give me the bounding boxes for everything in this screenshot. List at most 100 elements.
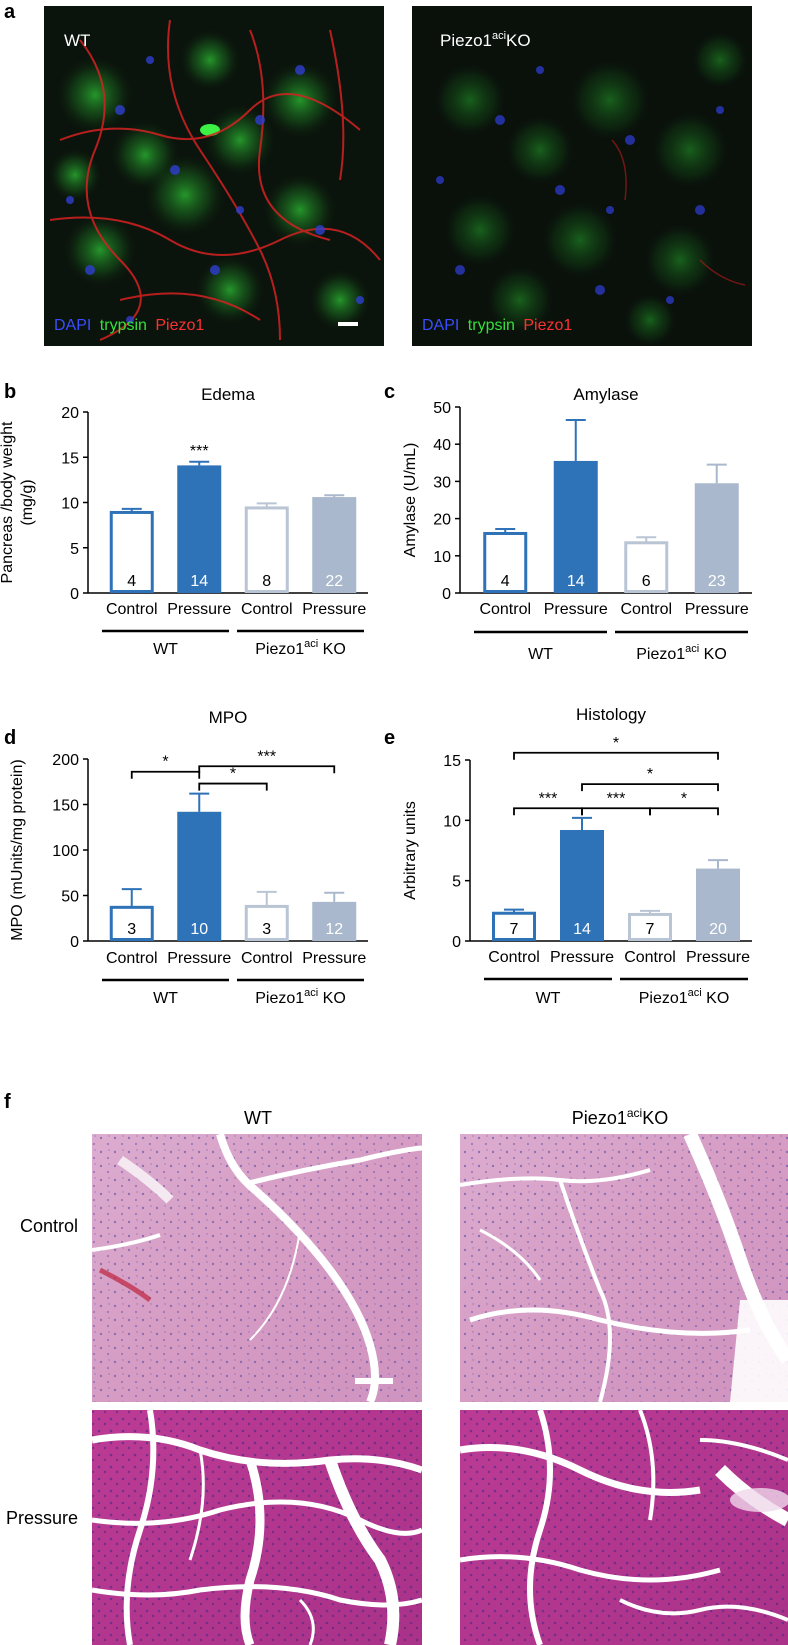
micrograph-label-wt: WT [64,31,90,50]
significance-label: *** [190,443,209,460]
y-tick-label: 15 [61,450,79,467]
y-tick-label: 5 [70,541,79,558]
n-label: 7 [510,921,519,938]
y-tick-label: 10 [61,496,79,513]
significance-label: * [681,790,687,807]
bar [244,904,289,941]
y-tick-label: 100 [52,843,79,860]
significance-bracket [513,751,719,760]
y-tick-label: 50 [433,400,451,417]
x-tick-label: Control [620,601,672,618]
y-axis-label: MPO (mUnits/mg protein) [9,759,26,940]
histology-row-pressure: Pressure [6,1508,78,1528]
y-tick-label: 0 [452,934,461,951]
chart-histology: Histology Arbitrary units 0 5 10 15 7 Control 14… [402,705,752,1007]
significance-bracket [581,783,719,792]
significance-label: * [162,754,168,771]
y-tick-label: 200 [52,752,79,769]
y-tick-label: 10 [433,549,451,566]
histology-col-wt: WT [244,1108,272,1128]
significance-label: *** [607,790,626,807]
bar [312,497,357,593]
x-tick-label: Control [241,950,293,967]
stain-trypsin: trypsin [100,317,147,334]
bar [177,811,222,941]
histology-wt-pressure [91,1409,424,1645]
y-tick-label: 20 [61,405,79,422]
panel-letter-b: b [4,381,16,403]
significance-bracket [198,765,336,774]
n-label: 14 [567,573,585,590]
significance-bracket [198,782,268,791]
significance-bracket [130,770,201,779]
chart-edema: Edema Pancreas /body weight (mg/g) 0 5 10 15 20… [0,385,368,658]
stain-trypsin: trypsin [468,317,515,334]
scale-bar [338,322,358,326]
y-axis-label: Amylase (U/mL) [402,443,419,558]
bar [553,460,598,593]
membrane-stain-wt [49,19,381,341]
y-axis-label: Arbitrary units [402,801,419,900]
n-label: 4 [501,573,510,590]
group-label: Piezo1aci KO [255,638,346,658]
histology-wt-control [91,1132,423,1404]
panel-letter-e: e [384,727,395,749]
significance-bracket [649,807,719,816]
acinar-cells-ko [434,32,748,346]
significance-label: * [647,766,653,783]
significance-label: * [230,766,236,783]
stain-dapi: DAPI [54,317,91,334]
chart-mpo: MPO MPO (mUnits/mg protein) 0 50 100 150 200 3 C… [9,708,368,1007]
n-label: 20 [709,921,727,938]
stain-legend-ko: DAPI trypsin Piezo1 [422,317,572,334]
y-tick-label: 50 [61,889,79,906]
histology-col-ko: Piezo1aciKO [572,1106,668,1128]
histology-scale-bar [355,1378,393,1384]
y-tick-label: 10 [443,813,461,830]
y-axis-label: (mg/g) [19,479,36,525]
chart-title: Amylase [573,385,638,404]
y-tick-label: 30 [433,474,451,491]
x-tick-label: Control [106,950,158,967]
significance-label: *** [257,748,276,765]
n-label: 12 [325,921,343,938]
bar [492,911,536,941]
panel-letter-f: f [4,1091,11,1113]
x-tick-label: Control [106,601,158,618]
y-axis-label: Pancreas /body weight [0,421,16,583]
x-tick-label: Pressure [550,949,614,966]
panel-letter-c: c [384,381,395,403]
group-label: WT [153,641,178,658]
y-tick-label: 0 [70,586,79,603]
histology-ko-control [459,1131,788,1403]
significance-label: *** [539,790,558,807]
n-label: 8 [262,573,271,590]
n-label: 14 [573,921,591,938]
n-label: 7 [646,921,655,938]
x-tick-label: Control [488,949,540,966]
stain-legend-wt: DAPI trypsin Piezo1 [54,317,204,334]
x-tick-label: Pressure [686,949,750,966]
n-label: 4 [127,573,136,590]
group-label: Piezo1aci KO [636,643,727,663]
nuclei-ko [436,66,724,304]
micrograph-ko: Piezo1aciKO DAPI trypsin Piezo1 [412,6,752,346]
bar [244,506,289,593]
x-tick-label: Control [624,949,676,966]
x-tick-label: Pressure [302,601,366,618]
micrograph-label-ko: Piezo1aciKO [440,30,531,50]
group-label: Piezo1aci KO [255,987,346,1007]
y-tick-label: 0 [442,586,451,603]
x-tick-label: Pressure [544,601,608,618]
y-tick-label: 5 [452,874,461,891]
n-label: 23 [708,573,726,590]
group-label: Piezo1aci KO [639,987,730,1007]
bar [694,483,739,593]
significance-label: * [613,735,619,752]
significance-bracket [513,807,583,816]
y-tick-label: 150 [52,798,79,815]
bar [177,465,222,593]
nuclei-wt [66,56,364,324]
group-label: WT [528,646,553,663]
